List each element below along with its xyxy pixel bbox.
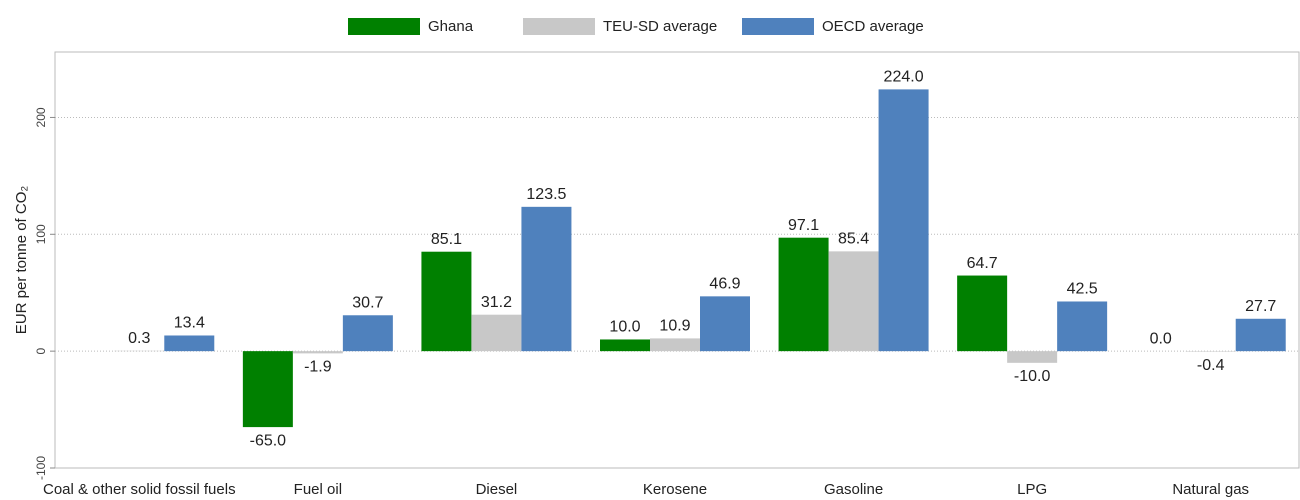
y-tick-label: -100 [34,456,48,480]
value-label: -1.9 [304,359,332,376]
value-label: 30.7 [352,294,383,311]
value-label: -0.4 [1197,357,1225,374]
bar [521,206,572,352]
bar [342,315,393,352]
bar [292,351,343,354]
x-tick-label: LPG [1017,481,1047,498]
value-label: 42.5 [1067,281,1098,298]
bar [471,314,522,352]
value-label: 0.3 [128,330,150,347]
value-label: 123.5 [526,186,566,203]
legend-label: OECD average [822,18,924,35]
legend-swatch [348,18,420,35]
bar [878,89,929,352]
x-tick-label: Diesel [476,481,518,498]
value-label: 224.0 [884,69,924,86]
value-label: 10.0 [609,319,640,336]
value-label: -10.0 [1014,368,1051,385]
bar [242,351,293,428]
bar [600,339,650,352]
value-label: 97.1 [788,217,819,234]
y-axis-label: EUR per tonne of CO₂ [13,186,30,335]
y-tick-label: 0 [34,347,48,354]
value-label: 31.2 [481,294,512,311]
bar [650,338,700,352]
legend-label: TEU-SD average [603,18,717,35]
x-tick-label: Coal & other solid fossil fuels [43,481,236,498]
bar [828,251,879,352]
legend-swatch [523,18,595,35]
y-tick-label: 200 [34,107,48,127]
value-label: 46.9 [709,276,740,293]
value-label: 10.9 [659,318,690,335]
value-label: 85.4 [838,231,869,248]
value-label: 85.1 [431,231,462,248]
legend-label: Ghana [428,18,474,35]
plot-frame [54,51,1300,469]
bar [1057,301,1108,352]
x-tick-label: Kerosene [643,481,707,498]
bar [778,237,829,352]
x-tick-label: Gasoline [824,481,883,498]
value-label: 0.0 [1150,330,1172,347]
bar [1007,351,1058,363]
value-label: 13.4 [174,315,205,332]
bar [1235,318,1286,352]
value-label: -65.0 [250,432,287,449]
bar [164,335,215,352]
y-tick-label: 100 [34,224,48,244]
bar [421,251,472,352]
legend-swatch [742,18,814,35]
bar [957,275,1008,352]
value-label: 27.7 [1245,298,1276,315]
x-tick-label: Fuel oil [294,481,342,498]
bar [700,296,750,352]
value-label: 64.7 [967,255,998,272]
x-tick-label: Natural gas [1172,481,1249,498]
